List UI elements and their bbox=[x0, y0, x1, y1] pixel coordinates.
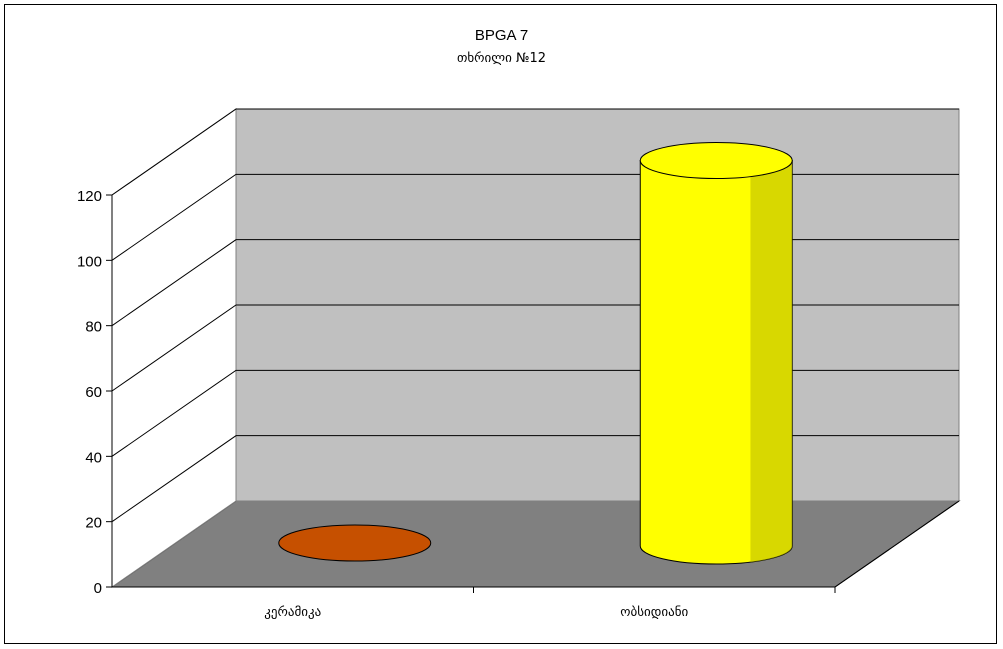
y-tick-label: 40 bbox=[85, 449, 102, 466]
bar-კერამიკა bbox=[278, 524, 432, 562]
chart-title: BPGA 7 bbox=[474, 27, 529, 44]
y-tick-label: 20 bbox=[85, 515, 102, 532]
x-tick-label: კერამიკა bbox=[264, 605, 321, 620]
y-tick-label: 100 bbox=[77, 253, 102, 270]
floor bbox=[110, 500, 961, 588]
x-tick-label: ობსიდიანი bbox=[620, 605, 688, 620]
y-tick-label: 120 bbox=[77, 188, 102, 205]
bar-ობსიდიანი bbox=[639, 142, 793, 565]
y-tick-label: 60 bbox=[85, 384, 102, 401]
chart-subtitle: თხრილი №12 bbox=[456, 51, 547, 66]
floor-edge bbox=[834, 500, 960, 588]
gridline bbox=[111, 108, 959, 196]
y-tick-label: 0 bbox=[94, 580, 102, 597]
y-tick-label: 80 bbox=[85, 319, 102, 336]
